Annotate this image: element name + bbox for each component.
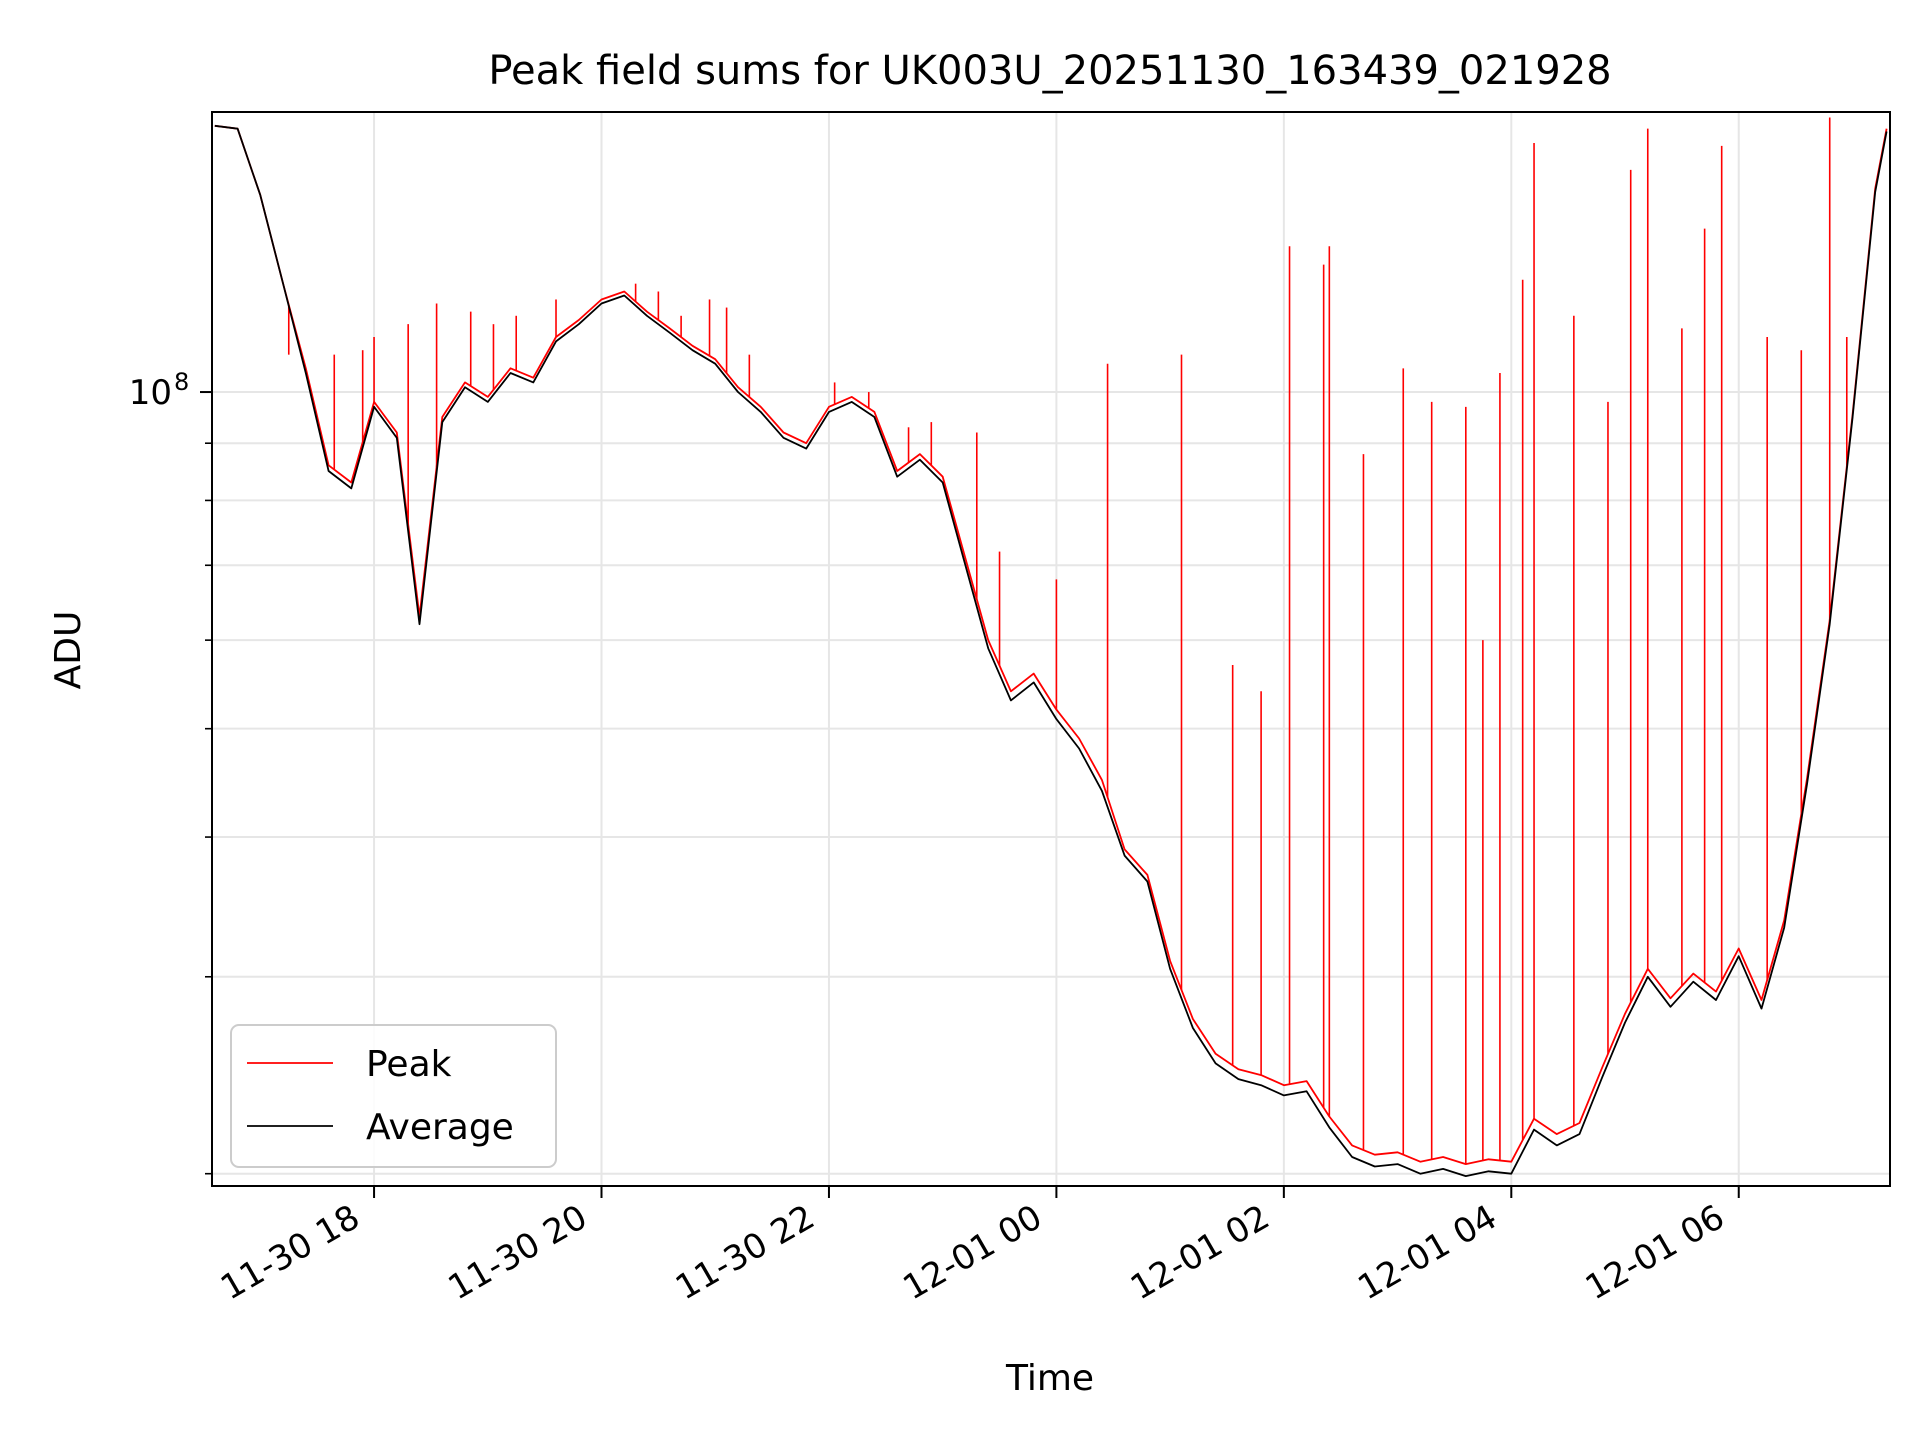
y-axis-ticks: 10 8 — [129, 368, 212, 1175]
legend-box — [230, 1024, 557, 1168]
y-tick-label: 10 — [129, 373, 172, 413]
y-axis-label: ADU — [48, 611, 89, 690]
legend-label-peak: Peak — [366, 1044, 452, 1085]
legend: Peak Average — [230, 1024, 557, 1168]
grid-lines — [212, 112, 1890, 1186]
axes-frame — [211, 111, 1891, 1187]
x-axis-label: Time — [1005, 1358, 1094, 1399]
y-tick-exponent: 8 — [174, 368, 189, 396]
series-line-average — [214, 124, 1888, 1177]
chart-title: Peak field sums for UK003U_20251130_1634… — [488, 48, 1611, 94]
legend-label-average: Average — [366, 1107, 514, 1148]
plot-series — [214, 117, 1888, 1177]
